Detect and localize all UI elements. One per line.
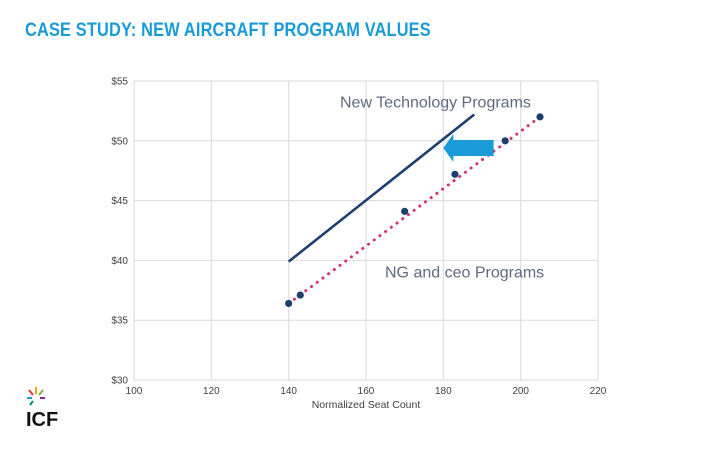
y-tick-label: $55 bbox=[111, 77, 128, 88]
y-tick-label: $45 bbox=[111, 196, 128, 207]
data-point bbox=[501, 137, 509, 145]
y-tick-label: $40 bbox=[111, 256, 128, 267]
starburst-icon bbox=[27, 387, 45, 406]
x-tick-labels: 100 120 140 160 180 200 220 bbox=[126, 386, 607, 397]
y-tick-label: $30 bbox=[111, 376, 128, 387]
data-point bbox=[401, 207, 409, 215]
left-arrow-icon bbox=[443, 133, 494, 162]
ng-ceo-trend-line bbox=[287, 115, 542, 305]
series-lines bbox=[287, 113, 542, 305]
new-technology-line bbox=[287, 113, 476, 263]
x-tick-label: 140 bbox=[280, 386, 297, 397]
x-tick-label: 100 bbox=[126, 386, 143, 397]
logo-text: ICF bbox=[26, 409, 58, 428]
data-point bbox=[536, 113, 544, 121]
x-tick-label: 180 bbox=[435, 386, 452, 397]
y-tick-label: $35 bbox=[111, 316, 128, 327]
annotation-new-technology: New Technology Programs bbox=[340, 95, 531, 112]
data-points bbox=[285, 113, 544, 308]
page-title: CASE STUDY: NEW AIRCRAFT PROGRAM VALUES bbox=[25, 20, 431, 41]
x-axis-label: Normalized Seat Count bbox=[312, 399, 421, 411]
x-tick-label: 200 bbox=[512, 386, 529, 397]
data-point bbox=[451, 170, 459, 178]
data-point bbox=[285, 299, 293, 308]
gridlines bbox=[133, 80, 599, 381]
x-tick-label: 160 bbox=[358, 386, 375, 397]
x-tick-label: 220 bbox=[590, 386, 607, 397]
annotation-ng-ceo: NG and ceo Programs bbox=[385, 264, 544, 281]
y-tick-label: $50 bbox=[111, 136, 128, 147]
x-tick-label: 120 bbox=[203, 386, 220, 397]
icf-logo: ICF bbox=[26, 387, 58, 428]
data-point bbox=[296, 291, 304, 299]
shift-arrow bbox=[443, 133, 494, 162]
y-tick-labels: $30 $35 $40 $45 $50 $55 bbox=[111, 77, 128, 387]
